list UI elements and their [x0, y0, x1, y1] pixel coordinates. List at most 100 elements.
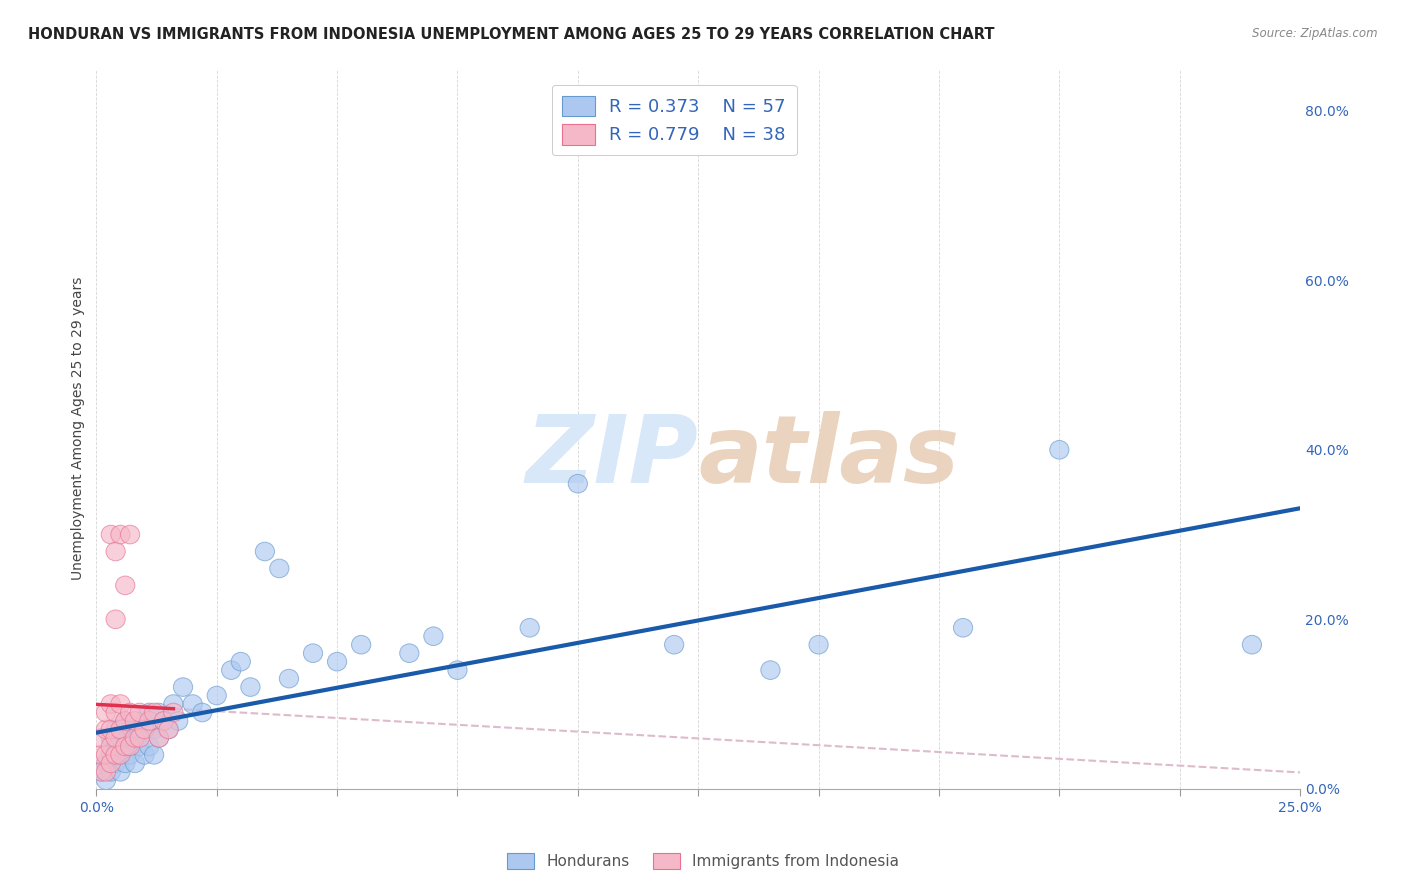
Ellipse shape — [101, 763, 121, 781]
Ellipse shape — [155, 712, 173, 731]
Ellipse shape — [121, 737, 139, 756]
Ellipse shape — [449, 661, 467, 680]
Ellipse shape — [111, 746, 131, 764]
Ellipse shape — [131, 703, 149, 722]
Ellipse shape — [520, 618, 540, 637]
Ellipse shape — [111, 695, 131, 714]
Ellipse shape — [173, 678, 193, 697]
Ellipse shape — [423, 627, 443, 646]
Ellipse shape — [304, 644, 322, 663]
Legend: R = 0.373    N = 57, R = 0.779    N = 38: R = 0.373 N = 57, R = 0.779 N = 38 — [551, 85, 797, 155]
Ellipse shape — [145, 703, 163, 722]
Ellipse shape — [121, 720, 139, 739]
Ellipse shape — [240, 678, 260, 697]
Ellipse shape — [139, 712, 159, 731]
Ellipse shape — [328, 652, 347, 671]
Text: HONDURAN VS IMMIGRANTS FROM INDONESIA UNEMPLOYMENT AMONG AGES 25 TO 29 YEARS COR: HONDURAN VS IMMIGRANTS FROM INDONESIA UN… — [28, 27, 994, 42]
Ellipse shape — [105, 703, 125, 722]
Ellipse shape — [105, 720, 125, 739]
Ellipse shape — [145, 746, 163, 764]
Ellipse shape — [280, 669, 298, 688]
Ellipse shape — [115, 712, 135, 731]
Ellipse shape — [125, 729, 145, 747]
Ellipse shape — [101, 729, 121, 747]
Text: ZIP: ZIP — [526, 411, 699, 503]
Ellipse shape — [101, 695, 121, 714]
Ellipse shape — [131, 729, 149, 747]
Ellipse shape — [105, 746, 125, 764]
Ellipse shape — [101, 737, 121, 756]
Ellipse shape — [139, 703, 159, 722]
Ellipse shape — [115, 576, 135, 595]
Ellipse shape — [105, 737, 125, 756]
Ellipse shape — [111, 763, 131, 781]
Ellipse shape — [111, 746, 131, 764]
Ellipse shape — [97, 703, 115, 722]
Ellipse shape — [256, 542, 274, 561]
Ellipse shape — [101, 525, 121, 544]
Ellipse shape — [139, 737, 159, 756]
Ellipse shape — [115, 737, 135, 756]
Text: Source: ZipAtlas.com: Source: ZipAtlas.com — [1253, 27, 1378, 40]
Ellipse shape — [399, 644, 419, 663]
Ellipse shape — [159, 720, 179, 739]
Ellipse shape — [159, 720, 179, 739]
Ellipse shape — [101, 746, 121, 764]
Ellipse shape — [135, 746, 155, 764]
Ellipse shape — [101, 754, 121, 772]
Ellipse shape — [169, 712, 188, 731]
Ellipse shape — [111, 720, 131, 739]
Ellipse shape — [121, 525, 139, 544]
Ellipse shape — [121, 703, 139, 722]
Ellipse shape — [131, 720, 149, 739]
Ellipse shape — [149, 729, 169, 747]
Ellipse shape — [1050, 441, 1069, 459]
Ellipse shape — [105, 610, 125, 629]
Ellipse shape — [97, 754, 115, 772]
Ellipse shape — [953, 618, 973, 637]
Ellipse shape — [808, 635, 828, 654]
Legend: Hondurans, Immigrants from Indonesia: Hondurans, Immigrants from Indonesia — [501, 847, 905, 875]
Ellipse shape — [91, 763, 111, 781]
Ellipse shape — [761, 661, 780, 680]
Ellipse shape — [91, 729, 111, 747]
Ellipse shape — [193, 703, 212, 722]
Ellipse shape — [115, 737, 135, 756]
Ellipse shape — [105, 542, 125, 561]
Ellipse shape — [135, 720, 155, 739]
Ellipse shape — [352, 635, 371, 654]
Ellipse shape — [97, 746, 115, 764]
Ellipse shape — [145, 720, 163, 739]
Y-axis label: Unemployment Among Ages 25 to 29 years: Unemployment Among Ages 25 to 29 years — [72, 277, 86, 581]
Ellipse shape — [105, 729, 125, 747]
Ellipse shape — [149, 729, 169, 747]
Ellipse shape — [101, 720, 121, 739]
Ellipse shape — [163, 703, 183, 722]
Text: atlas: atlas — [699, 411, 959, 503]
Ellipse shape — [111, 525, 131, 544]
Ellipse shape — [1243, 635, 1261, 654]
Ellipse shape — [207, 686, 226, 705]
Ellipse shape — [131, 737, 149, 756]
Ellipse shape — [111, 729, 131, 747]
Ellipse shape — [97, 771, 115, 789]
Ellipse shape — [97, 763, 115, 781]
Ellipse shape — [125, 754, 145, 772]
Ellipse shape — [125, 712, 145, 731]
Ellipse shape — [155, 712, 173, 731]
Ellipse shape — [97, 720, 115, 739]
Ellipse shape — [183, 695, 202, 714]
Ellipse shape — [135, 712, 155, 731]
Ellipse shape — [231, 652, 250, 671]
Ellipse shape — [568, 475, 588, 493]
Ellipse shape — [105, 754, 125, 772]
Ellipse shape — [222, 661, 240, 680]
Ellipse shape — [91, 746, 111, 764]
Ellipse shape — [121, 746, 139, 764]
Ellipse shape — [91, 763, 111, 781]
Ellipse shape — [270, 559, 290, 578]
Ellipse shape — [125, 729, 145, 747]
Ellipse shape — [115, 712, 135, 731]
Ellipse shape — [115, 754, 135, 772]
Ellipse shape — [665, 635, 683, 654]
